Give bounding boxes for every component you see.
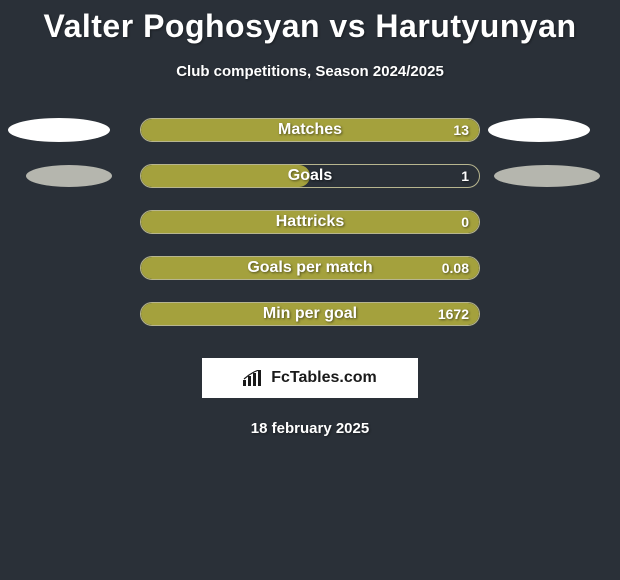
stat-bar: Matches 13 [140,118,480,142]
stat-bar: Min per goal 1672 [140,302,480,326]
bar-chart-icon [243,370,265,386]
comparison-card: Valter Poghosyan vs Harutyunyan Club com… [0,0,620,437]
stat-bar: Goals per match 0.08 [140,256,480,280]
date-text: 18 february 2025 [251,420,369,437]
stat-row: Goals 1 [0,164,620,188]
stats-block: Matches 13 Goals 1 Hattricks 0 [0,118,620,348]
stat-value: 1 [461,165,469,187]
stat-bar-fill [141,303,479,325]
stat-row: Matches 13 [0,118,620,142]
stat-bar: Goals 1 [140,164,480,188]
stat-bar-fill [141,165,310,187]
brand-text: FcTables.com [271,369,377,387]
stat-row: Goals per match 0.08 [0,256,620,280]
player-marker-left [26,165,112,187]
subtitle: Club competitions, Season 2024/2025 [176,63,444,80]
stat-bar-fill [141,257,479,279]
stat-bar-fill [141,211,479,233]
brand-badge[interactable]: FcTables.com [202,358,418,398]
player-marker-right [488,118,590,142]
stat-row: Hattricks 0 [0,210,620,234]
player-marker-left [8,118,110,142]
player-marker-right [494,165,600,187]
stat-bar: Hattricks 0 [140,210,480,234]
stat-bar-fill [141,119,479,141]
stat-row: Min per goal 1672 [0,302,620,326]
page-title: Valter Poghosyan vs Harutyunyan [44,8,577,45]
